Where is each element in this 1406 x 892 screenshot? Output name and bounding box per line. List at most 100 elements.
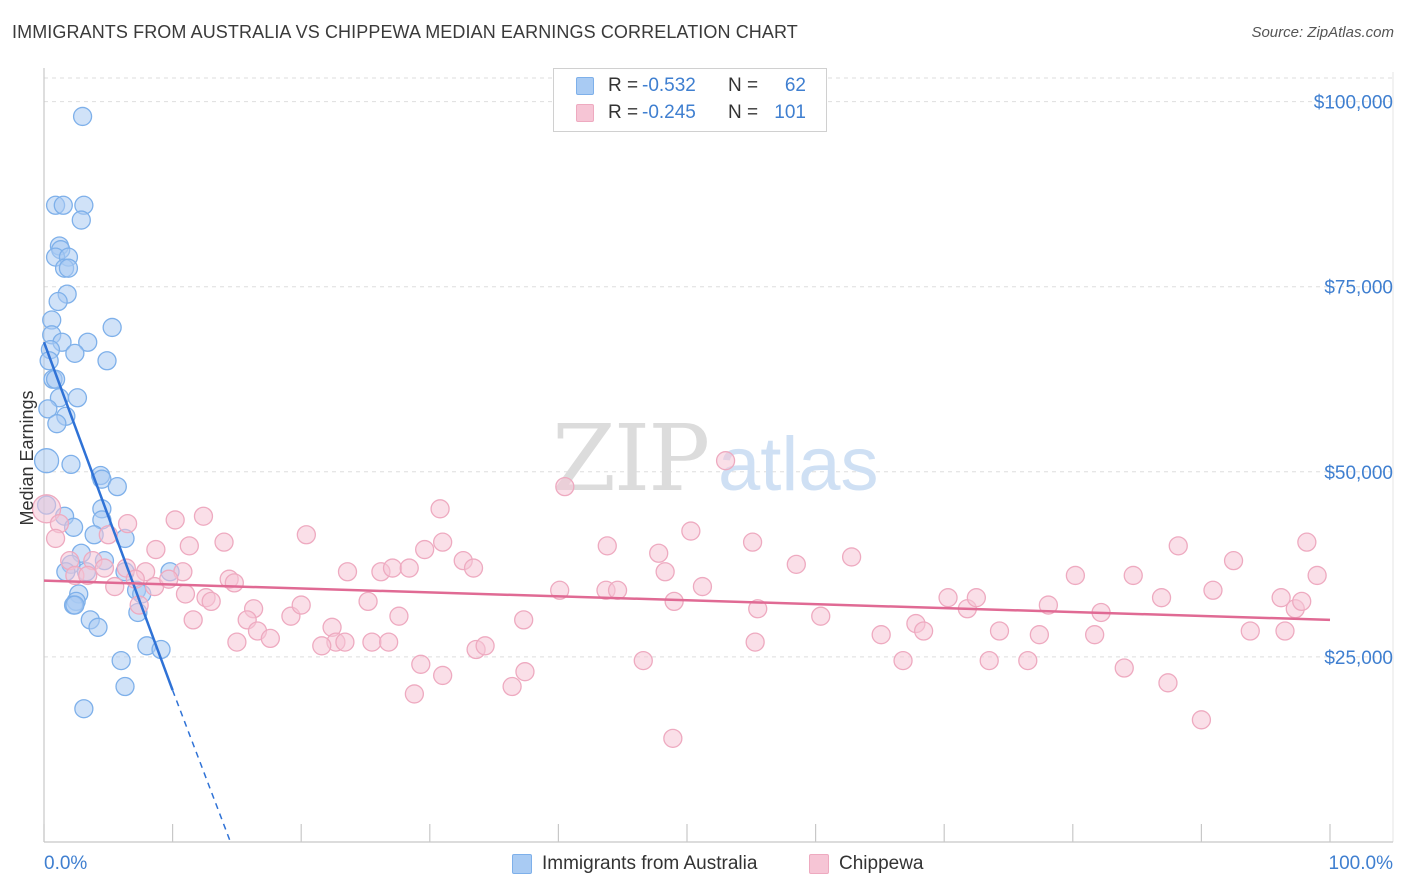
point-chippewa bbox=[1191, 710, 1212, 730]
point-chippewa bbox=[515, 662, 535, 682]
point-chippewa bbox=[399, 558, 419, 578]
legend-r-value: -0.245 bbox=[642, 102, 696, 123]
point-chippewa bbox=[502, 676, 522, 697]
point-chippewa bbox=[555, 476, 575, 497]
legend-swatch-pink bbox=[576, 104, 594, 122]
legend-n-value: 101 bbox=[774, 102, 806, 123]
point-chippewa bbox=[1158, 673, 1178, 693]
point-chippewa bbox=[335, 632, 355, 652]
y-tick-label: $25,000 bbox=[1324, 648, 1393, 669]
point-chippewa bbox=[45, 528, 66, 549]
point-chippewa bbox=[514, 610, 534, 630]
point-australia bbox=[38, 399, 58, 419]
legend-n-value: 62 bbox=[784, 75, 806, 96]
y-axis-label: Median Earnings bbox=[17, 390, 37, 525]
point-australia bbox=[33, 448, 60, 474]
point-chippewa bbox=[201, 591, 221, 612]
legend-label-australia: Immigrants from Australia bbox=[542, 853, 758, 874]
point-chippewa bbox=[1168, 536, 1188, 556]
point-chippewa bbox=[1223, 551, 1244, 571]
point-chippewa bbox=[1203, 580, 1223, 600]
point-chippewa bbox=[811, 606, 831, 626]
point-chippewa bbox=[715, 451, 736, 471]
point-chippewa bbox=[312, 636, 332, 656]
bottom-legend-australia[interactable]: Immigrants from Australia bbox=[512, 852, 757, 876]
point-chippewa bbox=[633, 650, 653, 671]
point-chippewa bbox=[841, 547, 862, 567]
point-chippewa bbox=[475, 636, 495, 656]
point-chippewa bbox=[214, 532, 234, 552]
point-australia bbox=[47, 414, 67, 434]
chart-source: Source: ZipAtlas.com bbox=[1251, 24, 1394, 41]
point-australia bbox=[72, 106, 93, 127]
point-chippewa bbox=[1065, 565, 1086, 586]
point-chippewa bbox=[389, 606, 409, 626]
legend-r-label: R = bbox=[608, 75, 639, 96]
legend-r-value: -0.532 bbox=[642, 75, 696, 96]
point-chippewa bbox=[193, 506, 214, 526]
point-chippewa bbox=[224, 573, 244, 593]
point-chippewa bbox=[748, 599, 768, 619]
point-chippewa bbox=[1029, 625, 1050, 645]
legend-label-chippewa: Chippewa bbox=[839, 853, 924, 874]
legend-swatch-pink bbox=[809, 854, 829, 874]
point-australia bbox=[97, 351, 117, 371]
point-chippewa bbox=[430, 499, 450, 519]
point-chippewa bbox=[382, 558, 403, 578]
point-chippewa bbox=[165, 510, 185, 530]
point-chippewa bbox=[1085, 625, 1105, 645]
point-chippewa bbox=[291, 595, 311, 615]
point-australia bbox=[65, 595, 85, 615]
point-chippewa bbox=[1151, 588, 1172, 608]
legend-row-australia: R = -0.532 N = 62 bbox=[576, 74, 806, 98]
point-chippewa bbox=[463, 558, 484, 578]
point-chippewa bbox=[337, 562, 358, 582]
legend-n-label: N = bbox=[728, 102, 759, 123]
point-chippewa bbox=[649, 543, 669, 563]
series-chippewa bbox=[31, 451, 1327, 748]
legend-n-label: N = bbox=[728, 75, 759, 96]
point-chippewa bbox=[938, 588, 958, 608]
point-chippewa bbox=[415, 539, 435, 560]
series-immigrants-from-australia bbox=[33, 106, 180, 719]
point-australia bbox=[58, 258, 79, 278]
point-chippewa bbox=[362, 632, 382, 652]
point-chippewa bbox=[742, 532, 763, 552]
point-australia bbox=[65, 343, 85, 363]
point-chippewa bbox=[117, 513, 138, 534]
trend-line-australia-extension bbox=[171, 689, 232, 843]
y-tick-label: $50,000 bbox=[1324, 463, 1393, 484]
point-australia bbox=[74, 699, 94, 719]
x-tick-label-left: 0.0% bbox=[44, 853, 87, 874]
correlation-legend: R = -0.532 N = 62 R = -0.245 N = 101 bbox=[553, 68, 827, 132]
legend-swatch-blue bbox=[512, 854, 532, 874]
point-chippewa bbox=[1018, 650, 1038, 671]
watermark-atlas: atlas bbox=[718, 422, 879, 507]
point-chippewa bbox=[692, 576, 713, 597]
y-tick-label: $75,000 bbox=[1324, 278, 1393, 299]
legend-row-chippewa: R = -0.245 N = 101 bbox=[576, 101, 806, 125]
point-chippewa bbox=[183, 610, 203, 630]
point-chippewa bbox=[1240, 621, 1260, 641]
point-chippewa bbox=[597, 536, 617, 556]
chart-title: IMMIGRANTS FROM AUSTRALIA VS CHIPPEWA ME… bbox=[12, 22, 798, 42]
point-chippewa bbox=[105, 576, 125, 597]
point-chippewa bbox=[681, 521, 701, 541]
point-australia bbox=[71, 210, 91, 230]
y-tick-label: $100,000 bbox=[1314, 93, 1393, 114]
bottom-legend-chippewa[interactable]: Chippewa bbox=[809, 852, 924, 876]
point-chippewa bbox=[1038, 595, 1059, 615]
point-australia bbox=[107, 476, 127, 497]
point-chippewa bbox=[411, 654, 431, 674]
watermark-zip: ZIP bbox=[552, 405, 708, 512]
point-chippewa bbox=[260, 628, 280, 649]
point-australia bbox=[88, 617, 108, 637]
tick-labels: $100,000 $75,000 $50,000 $25,000 0.0% 100.0% M… bbox=[17, 93, 1393, 874]
point-chippewa bbox=[745, 632, 765, 652]
point-chippewa bbox=[989, 621, 1010, 641]
point-australia bbox=[111, 650, 131, 671]
point-australia bbox=[61, 454, 81, 475]
point-chippewa bbox=[979, 650, 999, 671]
legend-swatch-blue bbox=[576, 77, 594, 95]
